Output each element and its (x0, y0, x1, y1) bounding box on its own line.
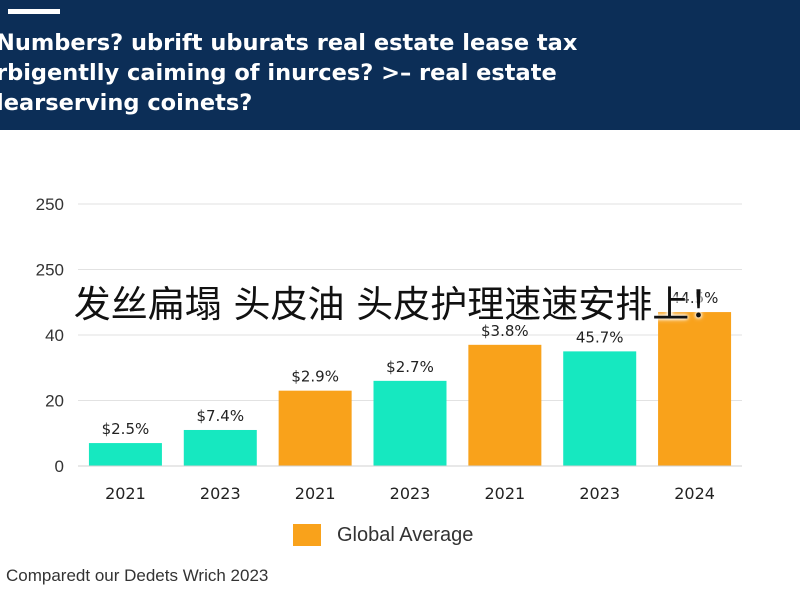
x-tick-label: 2021 (484, 484, 525, 503)
bar-data-label: $2.5% (102, 420, 150, 438)
x-tick-label: 2021 (105, 484, 146, 503)
x-tick-label: 2021 (295, 484, 336, 503)
header-accent-rule (8, 9, 60, 14)
bar-chart: 0 20 40 250 250 $2.5% 2021 $7.4% 2023 $2.9% 2021 $2… (36, 195, 742, 503)
chart-title-line: learserving coinets? (0, 90, 253, 116)
legend-label: Global Average (337, 523, 474, 546)
chart-legend: Global Average (293, 520, 473, 550)
chart-title: Numbers? ubrift uburats real estate leas… (0, 28, 786, 118)
bar-data-label: 45.7% (576, 328, 624, 346)
x-tick-label: 2023 (579, 484, 620, 503)
bar-data-label: $2.7% (386, 358, 434, 376)
y-tick-label: 40 (45, 326, 64, 345)
bar (468, 344, 542, 466)
legend-swatch-orange (293, 524, 321, 546)
bar (183, 429, 257, 466)
x-tick-label: 2024 (674, 484, 715, 503)
overlay-banner-text: 发丝扁塌 头皮油 头皮护理速速安排上！ (73, 283, 727, 326)
y-tick-label: 20 (45, 392, 64, 411)
bar-data-label: $2.9% (291, 368, 339, 386)
y-tick-label: 0 (55, 457, 64, 476)
chart-title-line: Numbers? ubrift uburats real estate leas… (0, 30, 578, 56)
bar (563, 351, 637, 466)
bar-data-label: $7.4% (196, 407, 244, 425)
x-tick-label: 2023 (200, 484, 241, 503)
bar (373, 380, 447, 466)
bar-data-label: $3.8% (481, 322, 529, 340)
x-tick-label: 2023 (390, 484, 431, 503)
bar (658, 312, 732, 466)
footer-source-note: Comparedt our Dedets Wrich 2023 (6, 566, 269, 585)
bar (278, 390, 352, 466)
bar-data-label: 44.5% (671, 289, 719, 307)
chart-header: Numbers? ubrift uburats real estate leas… (0, 0, 800, 130)
bar (88, 443, 162, 466)
y-tick-label: 250 (36, 261, 64, 280)
y-tick-label: 250 (36, 195, 64, 214)
chart-title-line: rbigentlly caiming of inurces? >– real e… (0, 60, 557, 86)
